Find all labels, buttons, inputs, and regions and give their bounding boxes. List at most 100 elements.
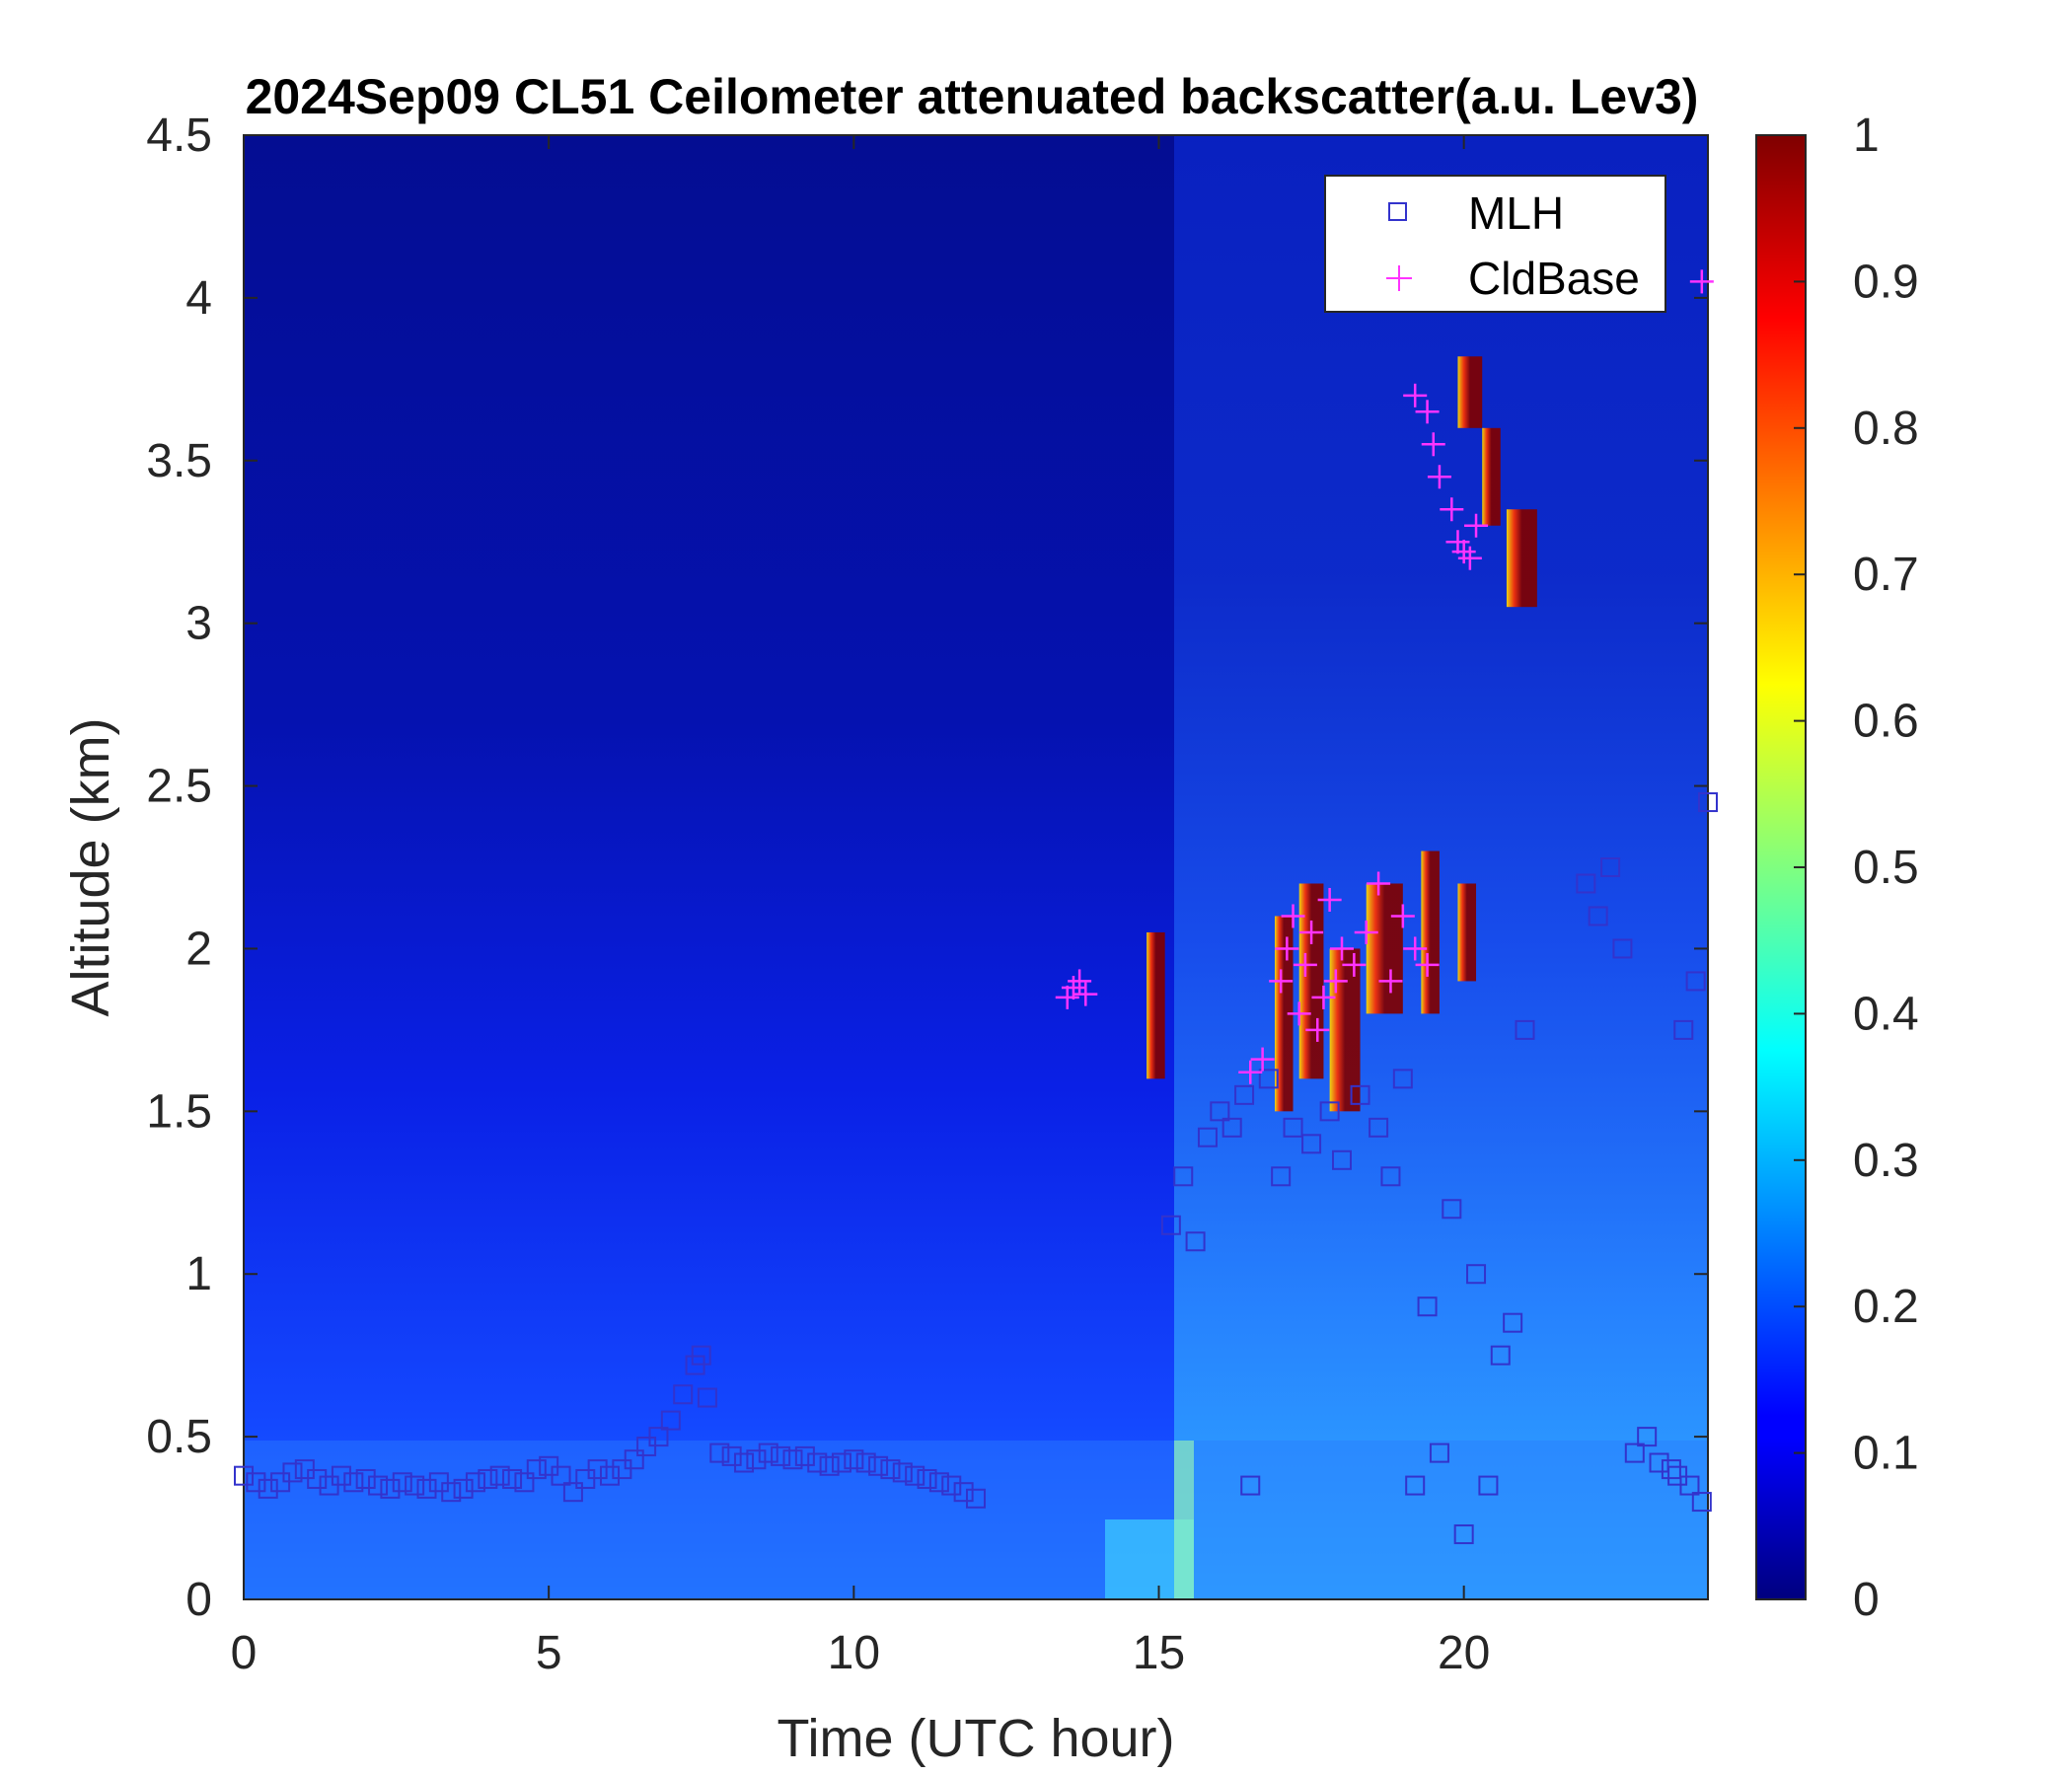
mlh-point [1490, 1345, 1511, 1366]
mlh-point [966, 1488, 986, 1509]
mlh-point [892, 1462, 913, 1483]
mlh-point [1649, 1452, 1669, 1473]
colorbar-tick-label: 0.9 [1853, 256, 1919, 308]
y-axis: 0 0.5 1 1.5 2 2.5 3 3.5 4 4.5 [146, 110, 1708, 1626]
mlh-point [368, 1475, 389, 1496]
y-tick-label: 0.5 [146, 1411, 212, 1463]
mlh-point [1301, 1134, 1322, 1154]
mlh-point [917, 1468, 937, 1489]
mlh-point [1685, 971, 1706, 992]
cloud-patch [1457, 883, 1477, 982]
mlh-point [1221, 1117, 1242, 1138]
legend-box [1324, 175, 1666, 313]
mlh-point [405, 1475, 425, 1496]
mlh-point [600, 1465, 620, 1486]
mlh-point [1515, 1019, 1535, 1040]
cldbase-point [1342, 952, 1367, 977]
colorbar-tick-label: 0.7 [1853, 549, 1919, 601]
mlh-point [1350, 1084, 1370, 1105]
y-tick-label: 1 [185, 1248, 212, 1300]
y-tick-label: 0 [185, 1574, 212, 1626]
cldbase-point [1275, 936, 1299, 961]
mlh-point [807, 1452, 828, 1473]
cldbase-point [1311, 985, 1336, 1009]
colorbar-ticks: 0 0.1 0.2 0.3 0.4 0.5 0.6 0.7 0.8 0.9 1 [1794, 110, 1919, 1626]
mlh-point [648, 1427, 669, 1447]
mlh-series [234, 792, 1718, 1545]
mlh-point [831, 1452, 851, 1473]
mlh-point [1478, 1475, 1499, 1496]
cldbase-series [1055, 269, 1714, 1084]
mlh-point [941, 1475, 962, 1496]
mlh-point [1600, 857, 1621, 877]
mlh-point [1258, 1069, 1279, 1089]
mlh-point [1588, 906, 1608, 926]
cldbase-point [1445, 530, 1470, 555]
cloud-patch [1274, 916, 1294, 1112]
mlh-point [1442, 1199, 1462, 1220]
mlh-point [660, 1410, 681, 1431]
mlh-point [514, 1472, 535, 1493]
cldbase-point [1367, 871, 1391, 896]
mlh-point [562, 1482, 583, 1503]
colorbar-tick-label: 0 [1853, 1574, 1880, 1626]
cldbase-point [1451, 540, 1476, 564]
mlh-point [905, 1465, 925, 1486]
y-tick-label: 1.5 [146, 1085, 212, 1138]
mlh-point [758, 1443, 778, 1463]
y-tick-label: 3.5 [146, 435, 212, 487]
cldbase-point [1427, 465, 1451, 489]
y-tick-label: 2.5 [146, 761, 212, 813]
cloud-patch [1482, 427, 1501, 526]
cldbase-point [1068, 969, 1092, 994]
cldbase-point [1415, 400, 1440, 424]
legend-cldbase-marker [1386, 265, 1412, 291]
mlh-point [868, 1455, 889, 1476]
heatmap-afternoon-region [1174, 135, 1708, 1599]
mlh-point [1698, 792, 1718, 813]
mlh-point [1691, 1492, 1712, 1513]
mlh-point [1319, 1101, 1340, 1122]
mlh-point [380, 1478, 401, 1499]
cldbase-point [1299, 920, 1324, 944]
mlh-point [1417, 1296, 1438, 1317]
cloud-patch [1457, 356, 1483, 428]
mlh-point [794, 1445, 815, 1466]
colorbar-tick-label: 0.4 [1853, 988, 1919, 1040]
mlh-point [1624, 1443, 1645, 1463]
mlh-point [331, 1465, 351, 1486]
mlh-point [502, 1468, 523, 1489]
cldbase-point [1421, 432, 1445, 457]
y-tick-label: 4.5 [146, 110, 212, 162]
x-tick-label: 5 [536, 1627, 562, 1679]
cloud-patch [1421, 851, 1440, 1014]
cldbase-point [1055, 985, 1079, 1009]
colorbar-tick-label: 0.5 [1853, 842, 1919, 894]
cldbase-point [1390, 904, 1415, 928]
mlh-point [1637, 1427, 1658, 1447]
mlh-point [734, 1452, 755, 1473]
y-tick-label: 3 [185, 598, 212, 650]
mlh-point [453, 1478, 474, 1499]
mlh-point [1576, 873, 1596, 894]
mlh-point [1667, 1465, 1688, 1486]
mlh-point [1466, 1264, 1487, 1285]
mlh-point [746, 1449, 767, 1470]
cloud-patch [1366, 883, 1403, 1014]
mlh-point [282, 1462, 303, 1483]
mlh-point [526, 1459, 547, 1480]
mlh-point [1160, 1215, 1181, 1235]
cloud-patch [1298, 883, 1324, 1079]
mlh-point [489, 1465, 510, 1486]
mlh-point [355, 1468, 376, 1489]
mlh-point [1369, 1117, 1389, 1138]
mlh-point [441, 1482, 462, 1503]
cldbase-point [1287, 1001, 1311, 1026]
cldbase-point [1330, 936, 1354, 961]
x-axis-label: Time (UTC hour) [777, 1709, 1174, 1768]
legend-cldbase-label: CldBase [1468, 253, 1640, 304]
cldbase-point [1293, 952, 1317, 977]
mlh-point [624, 1449, 644, 1470]
mlh-point [1661, 1459, 1681, 1480]
cldbase-point [1354, 920, 1378, 944]
